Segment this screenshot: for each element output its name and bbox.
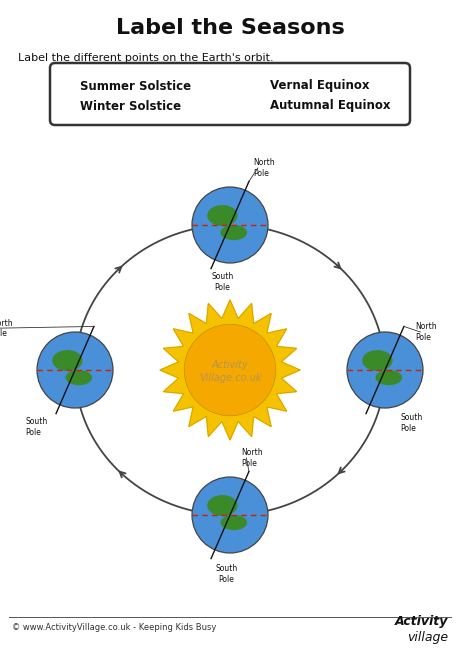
Ellipse shape xyxy=(220,225,246,240)
Text: South
Pole: South Pole xyxy=(211,272,233,292)
Ellipse shape xyxy=(361,350,392,371)
Ellipse shape xyxy=(375,370,401,385)
Text: North
Pole: North Pole xyxy=(241,448,263,468)
Text: North
Pole: North Pole xyxy=(0,318,13,338)
Text: South
Pole: South Pole xyxy=(26,417,48,437)
Text: South
Pole: South Pole xyxy=(215,564,237,584)
Circle shape xyxy=(37,332,113,408)
Text: Autumnal Equinox: Autumnal Equinox xyxy=(269,99,390,112)
Circle shape xyxy=(346,332,422,408)
Circle shape xyxy=(184,324,275,416)
Text: South
Pole: South Pole xyxy=(399,413,421,433)
Ellipse shape xyxy=(220,515,246,530)
Text: Vernal Equinox: Vernal Equinox xyxy=(269,79,369,92)
Text: Label the Seasons: Label the Seasons xyxy=(115,18,344,38)
Text: Activity: Activity xyxy=(211,360,248,370)
Text: Winter Solstice: Winter Solstice xyxy=(80,99,181,112)
Circle shape xyxy=(191,477,268,553)
Text: village: village xyxy=(406,632,447,645)
Ellipse shape xyxy=(207,205,237,226)
Ellipse shape xyxy=(52,350,83,371)
Ellipse shape xyxy=(207,495,237,516)
Text: Village.co.uk: Village.co.uk xyxy=(198,373,261,383)
Text: North
Pole: North Pole xyxy=(414,322,436,342)
Ellipse shape xyxy=(65,370,92,385)
Text: North
Pole: North Pole xyxy=(252,159,274,177)
FancyBboxPatch shape xyxy=(50,63,409,125)
Text: Activity: Activity xyxy=(394,616,447,629)
Polygon shape xyxy=(160,300,299,440)
Circle shape xyxy=(191,187,268,263)
Text: © www.ActivityVillage.co.uk - Keeping Kids Busy: © www.ActivityVillage.co.uk - Keeping Ki… xyxy=(12,623,216,632)
Text: Summer Solstice: Summer Solstice xyxy=(80,79,190,92)
Text: Label the different points on the Earth's orbit.: Label the different points on the Earth'… xyxy=(18,53,273,63)
